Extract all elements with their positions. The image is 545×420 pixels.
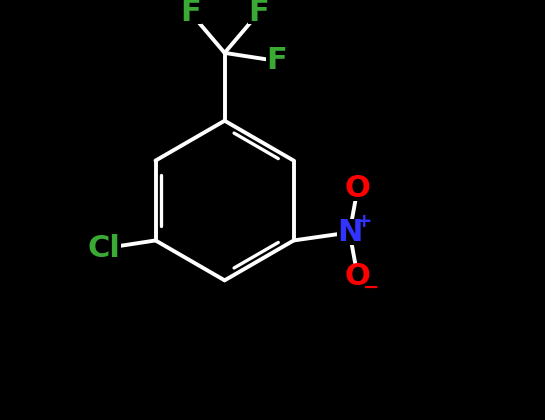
FancyBboxPatch shape [87, 236, 120, 261]
FancyBboxPatch shape [346, 176, 370, 200]
Text: N: N [337, 218, 362, 247]
FancyBboxPatch shape [346, 264, 370, 288]
Text: O: O [344, 174, 371, 203]
FancyBboxPatch shape [180, 2, 202, 24]
Text: F: F [266, 46, 287, 75]
Text: Cl: Cl [87, 234, 120, 263]
Text: O: O [344, 262, 371, 291]
Text: F: F [180, 0, 201, 27]
FancyBboxPatch shape [247, 2, 270, 24]
Text: +: + [356, 212, 373, 231]
Text: −: − [364, 278, 380, 297]
Text: F: F [248, 0, 269, 27]
FancyBboxPatch shape [337, 220, 362, 245]
FancyBboxPatch shape [265, 50, 287, 72]
